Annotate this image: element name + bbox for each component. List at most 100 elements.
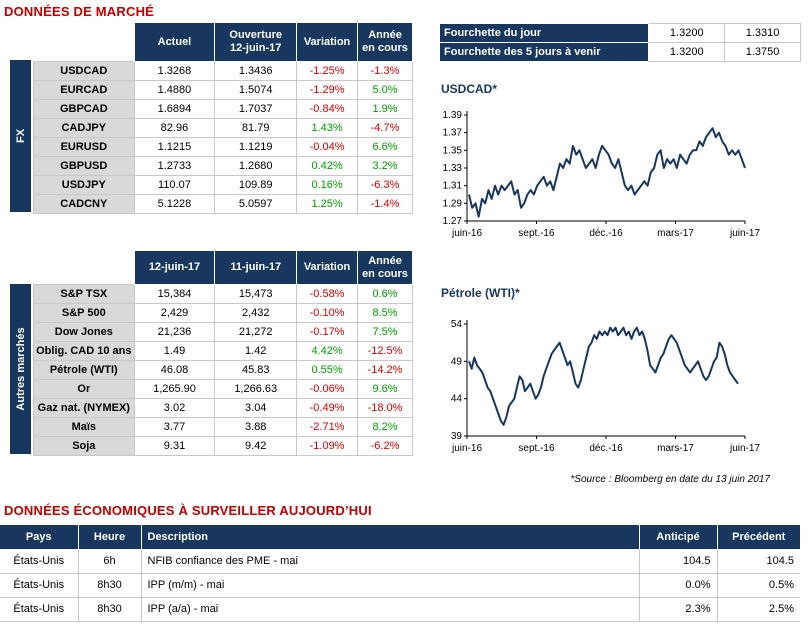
fx-row-current: 110.07	[133, 175, 216, 195]
eco-row-description: IPP (a/a) - mai	[141, 597, 640, 622]
other-row-name: S&P TSX	[33, 284, 135, 304]
other-row-name: Dow Jones	[33, 322, 135, 342]
eco-header-country: Pays	[0, 525, 79, 549]
fx-row-open: 1.5074	[214, 80, 298, 100]
other-header-ytd: Année en cours	[357, 250, 413, 285]
economic-table-body: États-Unis 6h NFIB confiance des PME - mai…	[0, 549, 800, 622]
fx-row-open: 1.7037	[214, 99, 298, 119]
fx-row: CADCNY 5.1228 5.0597 1.25% -1.4%	[33, 194, 413, 214]
range-row-low: 1.3200	[648, 42, 726, 62]
other-row-variation: 4.42%	[296, 341, 358, 361]
range-row-label: Fourchette des 5 jours à venir	[438, 42, 650, 62]
fx-row-open: 1.2680	[214, 156, 298, 176]
other-header-ytd-text: Année en cours	[362, 254, 408, 280]
usdcad-y-tick-label: 1.37	[443, 128, 463, 139]
other-row-name: Soja	[33, 436, 135, 456]
other-row-ytd: 8.5%	[357, 303, 413, 323]
other-row-variation: 0.55%	[296, 360, 358, 380]
eco-row-expected: 0.0%	[639, 573, 718, 598]
other-row-variation: -0.10%	[296, 303, 358, 323]
other-row: Gaz nat. (NYMEX) 3.02 3.04 -0.49% -18.0%	[33, 398, 413, 418]
other-row-variation: -0.17%	[296, 322, 358, 342]
other-row-ytd: 0.6%	[357, 284, 413, 304]
usdcad-x-tick-label: juin-16	[451, 228, 482, 239]
fx-row-ytd: -6.3%	[357, 175, 413, 195]
other-header-current: 12-juin-17	[133, 250, 216, 285]
other-row-previous: 21,272	[214, 322, 298, 342]
other-row-name: Or	[33, 379, 135, 399]
eco-row-time: 6h	[78, 549, 142, 574]
other-row-current: 1,265.90	[133, 379, 216, 399]
fx-row-ytd: 6.6%	[357, 137, 413, 157]
other-row-previous: 3.04	[214, 398, 298, 418]
wti-x-tick-label: déc.-16	[589, 443, 623, 454]
other-row-ytd: -12.5%	[357, 341, 413, 361]
other-side-label: Autres marchés	[10, 284, 31, 454]
fx-row-ytd: 5.0%	[357, 80, 413, 100]
economic-row: États-Unis 6h NFIB confiance des PME - mai…	[0, 549, 800, 574]
other-row-name: Pétrole (WTI)	[33, 360, 135, 380]
usdcad-chart-title: USDCAD*	[441, 82, 498, 96]
fx-row: EURUSD 1.1215 1.1219 -0.04% 6.6%	[33, 137, 413, 157]
other-row: S&P 500 2,429 2,432 -0.10% 8.5%	[33, 303, 413, 323]
usdcad-x-tick-label: déc.-16	[589, 228, 623, 239]
market-section-title: DONNÉES DE MARCHÉ	[4, 4, 155, 19]
usdcad-y-tick-label: 1.31	[443, 181, 463, 192]
fx-row-name: CADCNY	[33, 194, 135, 214]
other-row-ytd: 7.5%	[357, 322, 413, 342]
other-table-body: S&P TSX 15,384 15,473 -0.58% 0.6% S&P 500 2,42…	[33, 284, 413, 456]
other-row: Soja 9.31 9.42 -1.09% -6.2%	[33, 436, 413, 456]
wti-chart-title: Pétrole (WTI)*	[441, 286, 520, 300]
fx-row-open: 5.0597	[214, 194, 298, 214]
fx-row-name: CADJPY	[33, 118, 135, 138]
usdcad-y-tick-label: 1.29	[443, 198, 463, 209]
range-table-body: Fourchette du jour 1.3200 1.3310 Fourchette…	[438, 23, 801, 62]
range-row-high: 1.3750	[724, 42, 801, 62]
other-row-variation: -1.09%	[296, 436, 358, 456]
fx-row: CADJPY 82.96 81.79 1.43% -4.7%	[33, 118, 413, 138]
economic-header-row: Pays Heure Description Anticipé Précéden…	[0, 525, 800, 549]
other-row-variation: -0.58%	[296, 284, 358, 304]
other-row-ytd: 8.2%	[357, 417, 413, 437]
fx-header-ytd: Année en cours	[357, 22, 413, 62]
eco-row-country: États-Unis	[0, 597, 79, 622]
other-side-label-text: Autres marchés	[14, 327, 27, 411]
other-row-current: 15,384	[133, 284, 216, 304]
other-row: Pétrole (WTI) 46.08 45.83 0.55% -14.2%	[33, 360, 413, 380]
economic-row: États-Unis 8h30 IPP (a/a) - mai 2.3% 2.5%	[0, 597, 800, 622]
fx-row-open: 1.1219	[214, 137, 298, 157]
range-table: Fourchette du jour 1.3200 1.3310 Fourchette…	[438, 23, 801, 62]
usdcad-x-tick-label: juin-17	[729, 228, 760, 239]
fx-row-variation: -1.29%	[296, 80, 358, 100]
other-row-name: Maïs	[33, 417, 135, 437]
other-row: Oblig. CAD 10 ans 1.49 1.42 4.42% -12.5%	[33, 341, 413, 361]
range-row: Fourchette des 5 jours à venir 1.3200 1.37…	[438, 42, 801, 62]
fx-row-ytd: -1.4%	[357, 194, 413, 214]
fx-row-variation: -1.25%	[296, 61, 358, 81]
other-header-previous: 11-juin-17	[214, 250, 298, 285]
usdcad-series-line	[468, 127, 746, 218]
usdcad-y-tick-label: 1.35	[443, 145, 463, 156]
range-row: Fourchette du jour 1.3200 1.3310	[438, 23, 801, 43]
fx-row-current: 1.1215	[133, 137, 216, 157]
other-row-previous: 45.83	[214, 360, 298, 380]
usdcad-y-tick-label: 1.27	[443, 216, 463, 227]
fx-row: USDJPY 110.07 109.89 0.16% -6.3%	[33, 175, 413, 195]
fx-side-label-text: FX	[14, 128, 27, 144]
fx-header-open: Ouverture 12-juin-17	[214, 22, 298, 62]
eco-row-time: 8h30	[78, 597, 142, 622]
eco-row-description: IPP (m/m) - mai	[141, 573, 640, 598]
fx-header-variation: Variation	[296, 22, 358, 62]
range-row-high: 1.3310	[724, 23, 801, 43]
fx-header-open-text: Ouverture 12-juin-17	[229, 29, 282, 54]
fx-header-current: Actuel	[133, 22, 216, 62]
wti-x-tick-label: mars-17	[657, 443, 694, 454]
fx-row-open: 109.89	[214, 175, 298, 195]
other-markets-table: 12-juin-17 11-juin-17 Variation Année en…	[33, 250, 413, 456]
other-row-previous: 3.88	[214, 417, 298, 437]
fx-row-ytd: 1.9%	[357, 99, 413, 119]
wti-x-tick-label: sept.-16	[518, 443, 555, 454]
fx-row-variation: -0.84%	[296, 99, 358, 119]
economic-table: Pays Heure Description Anticipé Précéden…	[0, 525, 800, 622]
